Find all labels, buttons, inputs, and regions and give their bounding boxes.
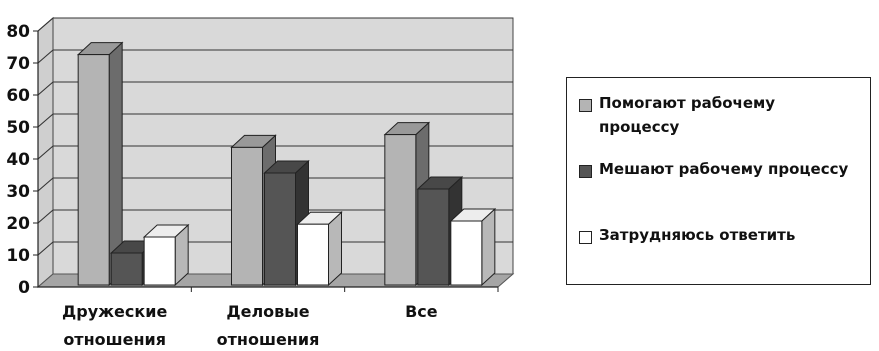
bar-helps [384, 134, 417, 286]
legend-label-hinders: Мешают рабочему процессу [599, 160, 849, 178]
bar-undecided [143, 236, 176, 286]
x-tick-label: Все [405, 302, 438, 321]
gridline-side [37, 49, 54, 64]
legend-item-hinders: Мешают рабочему процессу [579, 160, 879, 181]
gridline-side [37, 209, 54, 224]
legend-item-undecided: Затрудняюсь ответить [579, 226, 879, 247]
legend: Помогают рабочему процессу Мешают рабоче… [566, 77, 871, 285]
x-tick-label: Дружеские [62, 302, 167, 321]
bar-hinders [110, 252, 143, 286]
y-tick-label: 30 [6, 182, 30, 202]
bar-undecided [297, 223, 329, 286]
legend-swatch-hinders [579, 165, 592, 178]
bar-side-undecided [481, 207, 496, 287]
y-tick-label: 80 [6, 22, 30, 42]
gridline-side [37, 177, 54, 192]
gridline-side [37, 17, 54, 32]
legend-label-helps: Помогают рабочему процессу [599, 94, 776, 136]
legend-label-undecided: Затрудняюсь ответить [599, 226, 796, 244]
x-tick-label: отношения [63, 330, 166, 349]
bar-helps [77, 54, 110, 286]
bar-hinders [417, 188, 450, 286]
y-tick-label: 50 [6, 118, 30, 138]
bar-side-undecided [328, 211, 342, 287]
legend-swatch-undecided [579, 231, 592, 244]
bar-undecided [450, 220, 483, 286]
gridline-side [37, 145, 54, 160]
y-tick-label: 40 [6, 150, 30, 170]
gridline-side [37, 113, 54, 128]
x-tick-label: отношения [217, 330, 320, 349]
y-tick-label: 70 [6, 54, 30, 74]
y-tick-label: 60 [6, 86, 30, 106]
legend-item-helps: Помогают рабочему процессу [579, 94, 879, 139]
y-tick-label: 10 [6, 246, 30, 266]
y-tick-label: 20 [6, 214, 30, 234]
bar-hinders [264, 172, 296, 286]
y-tick-label: 0 [18, 278, 30, 298]
gridline-side [37, 241, 54, 256]
legend-swatch-helps [579, 99, 592, 112]
bar-helps [231, 146, 263, 286]
gridline-side [37, 81, 54, 96]
x-tick-label: Деловые [226, 302, 309, 321]
